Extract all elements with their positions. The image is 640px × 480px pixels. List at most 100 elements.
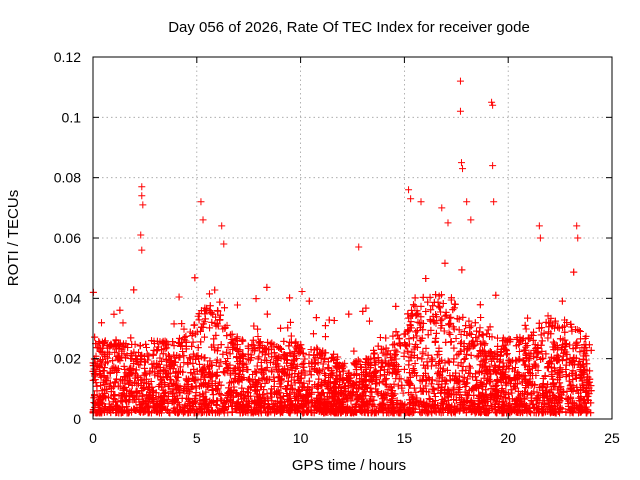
- data-point: [212, 313, 220, 321]
- data-point: [267, 393, 275, 401]
- data-point: [324, 364, 332, 372]
- data-point: [449, 306, 457, 314]
- data-point: [426, 316, 434, 324]
- data-point: [566, 341, 574, 349]
- data-point: [465, 369, 473, 377]
- data-point: [93, 382, 101, 390]
- data-point: [571, 325, 579, 333]
- data-point: [494, 334, 502, 342]
- data-point: [472, 327, 480, 335]
- data-point: [492, 291, 500, 299]
- data-point: [283, 356, 291, 364]
- data-point: [136, 361, 144, 369]
- data-point: [335, 381, 343, 389]
- data-point: [294, 386, 302, 394]
- data-point: [175, 293, 183, 301]
- data-point: [550, 364, 558, 372]
- data-point: [226, 331, 234, 339]
- data-point: [467, 351, 475, 359]
- data-point: [410, 384, 418, 392]
- data-point: [213, 307, 221, 315]
- data-point: [263, 283, 271, 291]
- data-point: [422, 274, 430, 282]
- data-point: [371, 361, 379, 369]
- data-point: [571, 371, 579, 379]
- data-point: [177, 342, 185, 350]
- data-point: [562, 373, 570, 381]
- data-point: [453, 351, 461, 359]
- data-point: [451, 409, 459, 417]
- data-point: [409, 334, 417, 342]
- data-point: [161, 345, 169, 353]
- data-point: [263, 364, 271, 372]
- data-point: [457, 338, 465, 346]
- data-point: [465, 317, 473, 325]
- data-point: [516, 355, 524, 363]
- data-point: [436, 357, 444, 365]
- data-point: [215, 378, 223, 386]
- data-point: [446, 314, 454, 322]
- data-point: [357, 363, 365, 371]
- data-point: [156, 368, 164, 376]
- data-point: [390, 340, 398, 348]
- data-point: [226, 350, 234, 358]
- data-point: [254, 325, 262, 333]
- data-point: [386, 383, 394, 391]
- data-point: [217, 341, 225, 349]
- data-point: [521, 346, 529, 354]
- data-point: [427, 317, 435, 325]
- data-point: [215, 389, 223, 397]
- data-point: [219, 368, 227, 376]
- data-point: [119, 319, 127, 327]
- data-point: [159, 350, 167, 358]
- data-point: [452, 335, 460, 343]
- data-point: [494, 377, 502, 385]
- data-point: [203, 382, 211, 390]
- data-point: [110, 310, 118, 318]
- data-point: [189, 359, 197, 367]
- data-point: [479, 331, 487, 339]
- data-point: [455, 407, 463, 415]
- data-point: [365, 317, 373, 325]
- data-point: [432, 329, 440, 337]
- data-point: [476, 361, 484, 369]
- data-point: [244, 344, 252, 352]
- data-point: [141, 364, 149, 372]
- data-point: [270, 341, 278, 349]
- data-point: [321, 333, 329, 341]
- data-point: [431, 338, 439, 346]
- data-point: [439, 300, 447, 308]
- data-point: [461, 355, 469, 363]
- data-point: [120, 362, 128, 370]
- data-point: [287, 386, 295, 394]
- data-point: [424, 331, 432, 339]
- data-point: [407, 306, 415, 314]
- data-point: [441, 312, 449, 320]
- data-point: [305, 351, 313, 359]
- data-point: [306, 367, 314, 375]
- data-point: [561, 316, 569, 324]
- data-point: [576, 348, 584, 356]
- data-point: [195, 316, 203, 324]
- data-point: [460, 356, 468, 364]
- data-point: [335, 368, 343, 376]
- data-point: [476, 324, 484, 332]
- data-point: [394, 331, 402, 339]
- data-point: [465, 362, 473, 370]
- data-point: [208, 318, 216, 326]
- data-point: [219, 350, 227, 358]
- data-point: [544, 334, 552, 342]
- data-point: [422, 308, 430, 316]
- data-point: [477, 313, 485, 321]
- data-point: [287, 332, 295, 340]
- data-point: [561, 336, 569, 344]
- data-point: [406, 373, 414, 381]
- data-point: [243, 366, 251, 374]
- data-point: [192, 355, 200, 363]
- data-point: [91, 333, 99, 341]
- data-point: [413, 332, 421, 340]
- data-point: [553, 351, 561, 359]
- data-point: [144, 356, 152, 364]
- data-point: [197, 338, 205, 346]
- data-point: [417, 313, 425, 321]
